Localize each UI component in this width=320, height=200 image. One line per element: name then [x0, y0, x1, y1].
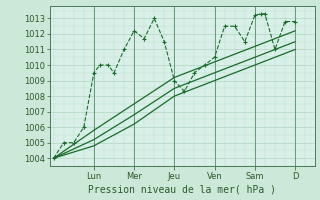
X-axis label: Pression niveau de la mer( hPa ): Pression niveau de la mer( hPa ): [88, 185, 276, 195]
